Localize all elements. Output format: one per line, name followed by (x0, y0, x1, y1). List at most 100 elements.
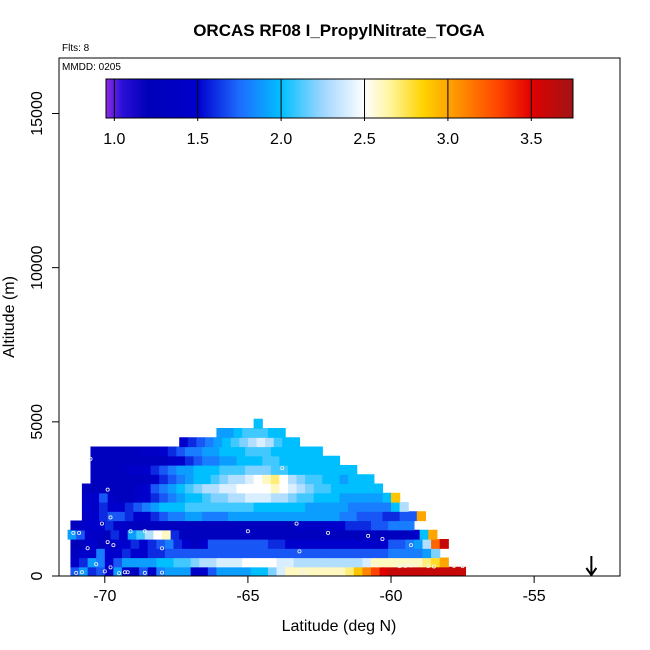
heatmap-cell (210, 502, 220, 512)
heatmap-cell (405, 566, 415, 576)
heatmap-cell (287, 483, 298, 494)
heatmap-cell (202, 502, 212, 512)
heatmap-cell (142, 502, 152, 512)
heatmap-cell (391, 511, 401, 522)
heatmap-cell (116, 511, 126, 522)
heatmap-cell (293, 539, 303, 549)
heatmap-cell (104, 520, 114, 531)
sample-point (79, 570, 84, 575)
heatmap-cell (422, 557, 432, 568)
sample-point (403, 563, 408, 568)
heatmap-cell (356, 502, 366, 512)
heatmap-cell (250, 428, 260, 438)
heatmap-cell (139, 557, 149, 568)
heatmap-cell (99, 446, 109, 457)
heatmap-cell (142, 492, 152, 503)
heatmap-cell (202, 474, 212, 485)
heatmap-cell (216, 520, 226, 531)
sample-point (397, 564, 402, 569)
heatmap-cell (124, 474, 135, 485)
heatmap-cell (90, 511, 100, 522)
heatmap-cell (236, 492, 246, 503)
heatmap-cell (379, 520, 389, 531)
heatmap-cell (388, 566, 398, 576)
sample-point (374, 563, 379, 568)
heatmap-cell (396, 539, 406, 549)
heatmap-cell (90, 455, 100, 466)
heatmap-cell (96, 520, 106, 531)
heatmap-cell (164, 566, 175, 576)
heatmap-cell (136, 529, 146, 540)
heatmap-cell (156, 520, 166, 531)
heatmap-cell (202, 446, 212, 457)
heatmap-cell (285, 557, 295, 568)
heatmap-cell (144, 529, 155, 540)
heatmap-cell (147, 557, 157, 568)
heatmap-cell (411, 529, 421, 540)
heatmap-cell (104, 557, 114, 568)
heatmap-cell (373, 502, 384, 512)
heatmap-cell (302, 566, 312, 576)
heatmap-cell (219, 511, 229, 522)
heatmap-cell (296, 446, 306, 457)
heatmap-cell (282, 529, 292, 540)
heatmap-cell (456, 566, 467, 576)
heatmap-cell (393, 529, 404, 540)
heatmap-cell (270, 492, 280, 503)
heatmap-cell (210, 511, 220, 522)
heatmap-cell (262, 502, 272, 512)
heatmap-cell (253, 446, 263, 457)
heatmap-cell (213, 529, 223, 540)
heatmap-cell (422, 539, 432, 549)
heatmap-cell (348, 465, 358, 475)
heatmap-cell (167, 455, 177, 466)
heatmap-cell (87, 548, 97, 559)
heatmap-cell (328, 566, 338, 576)
heatmap-cell (305, 446, 315, 457)
sample-point (85, 546, 90, 551)
heatmap-cell (296, 492, 306, 503)
heatmap-cell (113, 557, 123, 568)
heatmap-cell (330, 483, 341, 494)
heatmap-cell (227, 511, 238, 522)
heatmap-cell (142, 511, 152, 522)
heatmap-cell (193, 483, 203, 494)
heatmap-cell (388, 520, 398, 531)
heatmap-cell (216, 539, 226, 549)
heatmap-cell (90, 465, 100, 475)
heatmap-cell (296, 511, 306, 522)
heatmap-cell (250, 539, 260, 549)
heatmap-cell (150, 483, 160, 494)
heatmap-cell (322, 502, 332, 512)
heatmap-cell (405, 520, 415, 531)
heatmap-cell (93, 529, 103, 540)
heatmap-cell (408, 511, 418, 522)
heatmap-cell (259, 539, 269, 549)
heatmap-cell (227, 465, 238, 475)
heatmap-cell (253, 455, 263, 466)
heatmap-cell (104, 548, 114, 559)
heatmap-cell (121, 548, 132, 559)
sample-point (71, 530, 76, 535)
heatmap-cell (142, 455, 152, 466)
heatmap-cell (150, 446, 160, 457)
heatmap-cell (124, 446, 135, 457)
sample-points (71, 456, 465, 576)
heatmap-cell (405, 557, 415, 568)
heatmap-cell (216, 557, 226, 568)
heatmap-cell (373, 511, 384, 522)
heatmap-cell (287, 502, 298, 512)
heatmap-cell (142, 446, 152, 457)
heatmap-cell (253, 511, 263, 522)
heatmap-cell (422, 566, 432, 576)
heatmap-cell (233, 520, 243, 531)
heatmap-cell (133, 455, 143, 466)
heatmap-cell (207, 566, 218, 576)
heatmap-cell (225, 566, 235, 576)
heatmap-cell (107, 511, 117, 522)
heatmap-cell (147, 539, 157, 549)
sample-point (108, 515, 113, 520)
sample-point (326, 530, 331, 535)
heatmap-cell (207, 539, 218, 549)
heatmap-cell (259, 557, 269, 568)
